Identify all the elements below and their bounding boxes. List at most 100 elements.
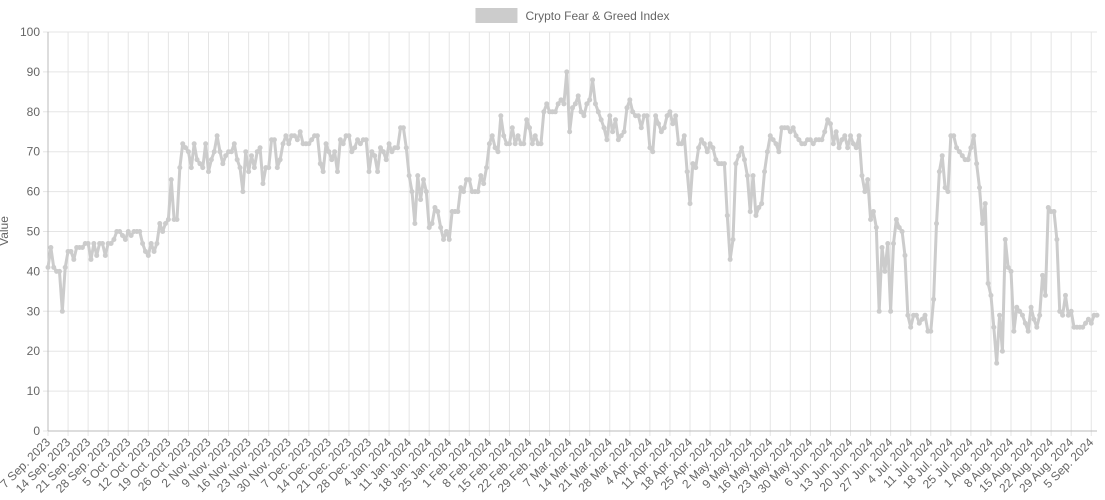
data-point (747, 209, 753, 215)
data-point (764, 149, 770, 155)
data-point (498, 113, 504, 119)
data-point (446, 236, 452, 242)
data-point (936, 169, 942, 175)
data-point (409, 189, 415, 195)
data-point (951, 133, 957, 139)
data-point (822, 129, 828, 135)
data-point (332, 149, 338, 155)
data-point (294, 137, 300, 143)
data-point (366, 169, 372, 175)
data-point (787, 129, 793, 135)
data-point (340, 141, 346, 147)
data-point (827, 121, 833, 127)
data-point (489, 133, 495, 139)
data-point (825, 117, 831, 123)
data-point (217, 149, 223, 155)
data-point (836, 145, 842, 151)
data-point (309, 137, 315, 143)
data-point (1019, 312, 1025, 318)
data-point (968, 145, 974, 151)
data-point (180, 141, 186, 147)
data-point (899, 229, 905, 234)
data-point (486, 141, 492, 147)
data-point (664, 113, 670, 119)
data-point (509, 125, 515, 131)
data-point (85, 240, 91, 246)
data-point (375, 169, 381, 175)
data-point (572, 101, 578, 107)
data-point (1005, 264, 1011, 270)
data-point (896, 225, 902, 231)
data-point (1088, 320, 1094, 326)
data-point (154, 240, 160, 246)
data-point (615, 137, 621, 143)
data-point (151, 248, 157, 254)
data-point (630, 109, 636, 115)
data-point (928, 328, 934, 334)
data-point (667, 109, 673, 115)
y-tick-label: 70 (27, 145, 41, 159)
data-point (443, 229, 449, 234)
data-point (687, 201, 693, 207)
data-point (750, 173, 756, 179)
data-point (1002, 236, 1008, 242)
data-point (555, 101, 561, 107)
y-tick-label: 40 (27, 264, 41, 278)
y-tick-label: 0 (33, 424, 40, 438)
data-point (515, 133, 521, 139)
data-point (891, 240, 897, 246)
y-tick-label: 50 (27, 225, 41, 239)
data-point (160, 229, 166, 234)
data-point (248, 153, 254, 159)
data-point (552, 109, 558, 115)
data-point (1057, 308, 1063, 314)
data-point (122, 236, 128, 242)
data-point (759, 201, 765, 207)
data-point (1083, 320, 1089, 326)
data-point (243, 149, 249, 155)
data-point (776, 149, 782, 155)
data-point (286, 141, 292, 147)
data-point (1017, 308, 1023, 314)
data-point (214, 133, 220, 139)
data-point (506, 141, 512, 147)
data-point (736, 153, 742, 159)
data-point (541, 109, 547, 115)
data-point (873, 225, 879, 231)
data-point (223, 153, 229, 159)
data-point (117, 229, 123, 234)
data-point (484, 165, 490, 171)
series-line (46, 70, 1097, 365)
data-point (185, 149, 191, 155)
data-point (1014, 304, 1020, 310)
data-point (418, 197, 424, 203)
data-point (607, 113, 613, 119)
data-point (942, 185, 948, 191)
data-point (853, 145, 859, 151)
data-point (168, 177, 174, 183)
data-point (558, 97, 564, 103)
data-point (423, 189, 429, 195)
data-point (125, 229, 131, 234)
data-point (415, 173, 421, 179)
data-point (933, 221, 939, 227)
data-point (389, 149, 395, 155)
data-point (403, 145, 409, 151)
data-point (137, 229, 143, 234)
data-point (355, 137, 361, 143)
data-point (1040, 272, 1046, 278)
data-point (561, 101, 567, 107)
data-point (191, 141, 197, 147)
y-tick-label: 20 (27, 344, 41, 358)
data-point (913, 312, 919, 318)
data-point (618, 133, 624, 139)
data-point (231, 141, 237, 147)
data-point (727, 256, 733, 262)
data-point (320, 169, 326, 175)
data-point (1045, 205, 1051, 211)
data-point (280, 141, 286, 147)
data-point (650, 149, 656, 155)
data-point (455, 209, 461, 215)
data-point (678, 141, 684, 147)
